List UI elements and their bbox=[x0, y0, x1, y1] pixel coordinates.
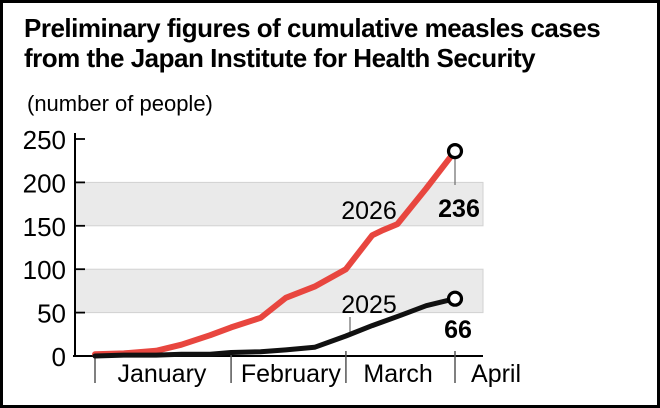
series-line-2026 bbox=[92, 148, 458, 358]
month-label-january: January bbox=[117, 360, 206, 388]
series-label-2026: 2026 bbox=[341, 197, 397, 225]
month-label-february: February bbox=[241, 360, 342, 388]
y-tick-label-100: 100 bbox=[23, 255, 66, 285]
cumulative-cases-line-chart: 0 50 100 150 200 250 January February March April… bbox=[23, 125, 521, 388]
end-marker-2026 bbox=[446, 143, 464, 160]
y-tick-label-150: 150 bbox=[23, 212, 66, 242]
y-tick-label-250: 250 bbox=[23, 125, 66, 155]
y-tick-label-50: 50 bbox=[37, 299, 66, 329]
y-tick-label-0: 0 bbox=[52, 342, 66, 372]
month-label-april: April bbox=[471, 360, 521, 388]
end-value-label-2026: 236 bbox=[438, 195, 480, 223]
month-label-march: March bbox=[363, 360, 432, 388]
series-line-2025 bbox=[92, 296, 458, 359]
end-value-label-2025: 66 bbox=[444, 316, 472, 344]
chart-title-line1: Preliminary figures of cumulative measle… bbox=[24, 13, 601, 43]
end-marker-2025 bbox=[446, 290, 464, 307]
series-label-2025: 2025 bbox=[341, 291, 397, 319]
y-tick-label-200: 200 bbox=[23, 168, 66, 198]
chart-title-line2: from the Japan Institute for Health Secu… bbox=[24, 43, 536, 73]
y-axis-unit-label: (number of people) bbox=[27, 91, 213, 116]
shaded-band-1 bbox=[74, 181, 484, 227]
chart-title: Preliminary figures of cumulative measle… bbox=[24, 13, 601, 73]
